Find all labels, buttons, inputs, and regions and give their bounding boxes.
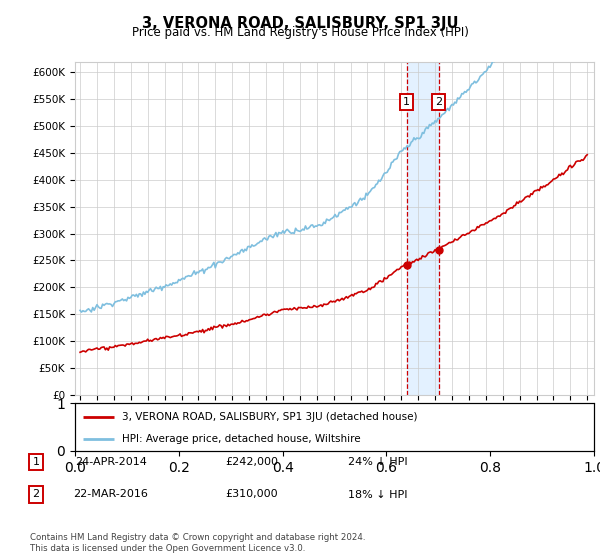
Text: 1: 1: [403, 97, 410, 107]
Text: 1: 1: [32, 457, 40, 467]
Bar: [407, 62, 439, 395]
Text: Contains HM Land Registry data © Crown copyright and database right 2024.
This d: Contains HM Land Registry data © Crown c…: [30, 533, 365, 553]
Text: 18% ↓ HPI: 18% ↓ HPI: [348, 489, 408, 500]
Text: HPI: Average price, detached house, Wiltshire: HPI: Average price, detached house, Wilt…: [122, 434, 361, 444]
Text: £310,000: £310,000: [226, 489, 278, 500]
Text: 24% ↓ HPI: 24% ↓ HPI: [348, 457, 408, 467]
Text: Price paid vs. HM Land Registry's House Price Index (HPI): Price paid vs. HM Land Registry's House …: [131, 26, 469, 39]
Text: £242,000: £242,000: [226, 457, 278, 467]
Text: 2: 2: [435, 97, 442, 107]
Text: 3, VERONA ROAD, SALISBURY, SP1 3JU (detached house): 3, VERONA ROAD, SALISBURY, SP1 3JU (deta…: [122, 412, 417, 422]
Text: 22-MAR-2016: 22-MAR-2016: [74, 489, 148, 500]
Text: 3, VERONA ROAD, SALISBURY, SP1 3JU: 3, VERONA ROAD, SALISBURY, SP1 3JU: [142, 16, 458, 31]
Text: 2: 2: [32, 489, 40, 500]
Text: 24-APR-2014: 24-APR-2014: [75, 457, 147, 467]
